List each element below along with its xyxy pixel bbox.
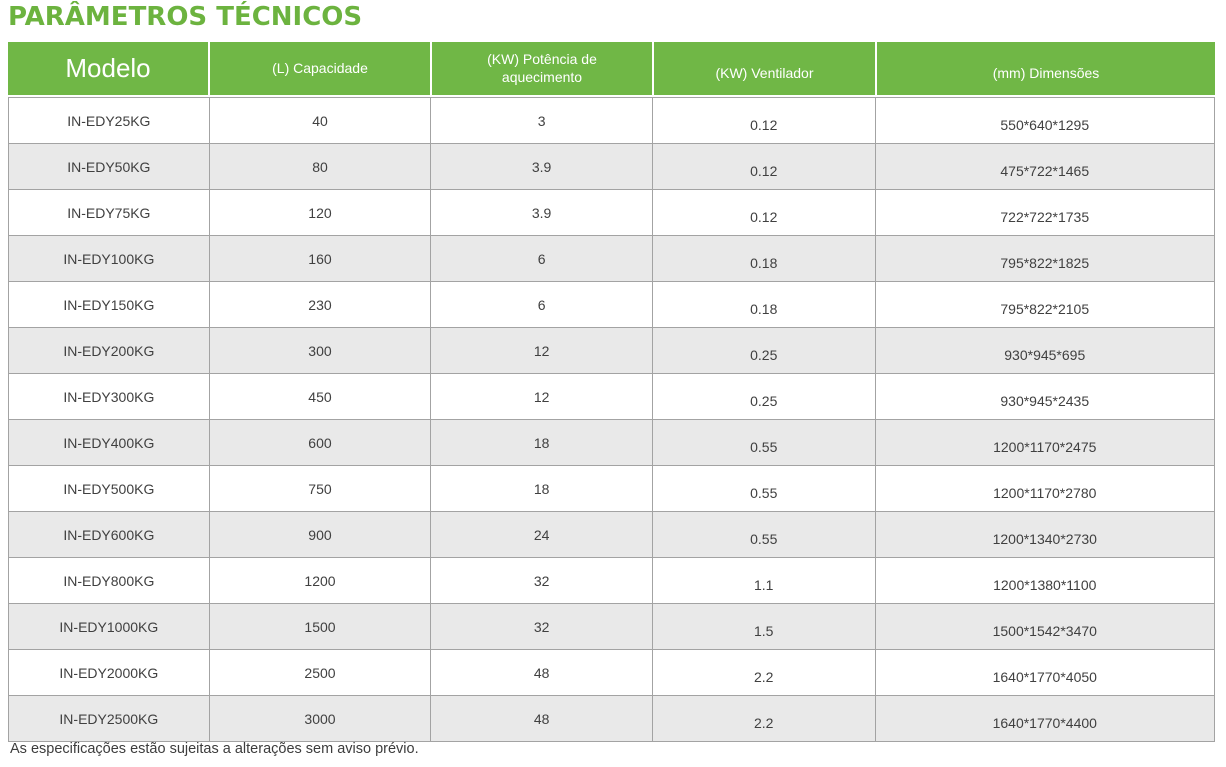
cell-capacidade: 900 <box>208 512 431 557</box>
cell-potencia: 6 <box>430 236 652 281</box>
cell-modelo: IN-EDY150KG <box>63 296 155 313</box>
technical-parameters-table: Modelo (L) Capacidade (KW) Potência de a… <box>8 42 1215 742</box>
cell-ventilador: 0.18 <box>651 282 875 327</box>
cell-potencia: 32 <box>430 604 652 649</box>
cell-potencia: 48 <box>430 696 652 741</box>
cell-capacidade: 160 <box>208 236 431 281</box>
cell-potencia: 32 <box>430 558 652 603</box>
table-body: IN-EDY25KG 40 3 0.12 550*640*1295 IN-EDY… <box>8 97 1215 742</box>
table-row: IN-EDY50KG 80 3.9 0.12 475*722*1465 <box>9 143 1214 189</box>
cell-dimensoes: 1200*1170*2780 <box>874 466 1214 511</box>
column-header-modelo: Modelo <box>65 53 151 84</box>
column-header-dimensoes: (mm) Dimensões <box>875 42 1215 95</box>
cell-capacidade: 1200 <box>208 558 431 603</box>
cell-dimensoes: 1200*1340*2730 <box>874 512 1214 557</box>
column-header-capacidade: (L) Capacidade <box>208 42 430 95</box>
cell-modelo: IN-EDY100KG <box>63 250 155 267</box>
table-row: IN-EDY600KG 900 24 0.55 1200*1340*2730 <box>9 511 1214 557</box>
cell-dimensoes: 930*945*695 <box>874 328 1214 373</box>
cell-potencia: 3.9 <box>430 190 652 235</box>
table-row: IN-EDY2500KG 3000 48 2.2 1640*1770*4400 <box>9 695 1214 741</box>
table-row: IN-EDY300KG 450 12 0.25 930*945*2435 <box>9 373 1214 419</box>
table-row: IN-EDY500KG 750 18 0.55 1200*1170*2780 <box>9 465 1214 511</box>
cell-dimensoes: 722*722*1735 <box>874 190 1214 235</box>
cell-modelo: IN-EDY1000KG <box>59 618 159 635</box>
cell-capacidade: 3000 <box>208 696 431 741</box>
table-header-row: Modelo (L) Capacidade (KW) Potência de a… <box>8 42 1215 95</box>
table-row: IN-EDY800KG 1200 32 1.1 1200*1380*1100 <box>9 557 1214 603</box>
column-header-ventilador: (KW) Ventilador <box>652 42 875 95</box>
cell-dimensoes: 795*822*2105 <box>874 282 1214 327</box>
cell-ventilador: 1.1 <box>651 558 875 603</box>
cell-capacidade: 300 <box>208 328 431 373</box>
cell-modelo: IN-EDY800KG <box>63 572 155 589</box>
cell-modelo: IN-EDY2500KG <box>59 710 159 727</box>
table-row: IN-EDY100KG 160 6 0.18 795*822*1825 <box>9 235 1214 281</box>
table-row: IN-EDY2000KG 2500 48 2.2 1640*1770*4050 <box>9 649 1214 695</box>
cell-modelo: IN-EDY25KG <box>67 112 151 129</box>
page-title: PARÂMETROS TÉCNICOS <box>8 2 363 32</box>
cell-modelo: IN-EDY200KG <box>63 342 155 359</box>
cell-capacidade: 2500 <box>208 650 431 695</box>
footnote: As especificações estão sujeitas a alter… <box>10 741 419 757</box>
cell-ventilador: 0.18 <box>651 236 875 281</box>
cell-ventilador: 0.12 <box>651 144 875 189</box>
table-row: IN-EDY25KG 40 3 0.12 550*640*1295 <box>9 98 1214 143</box>
cell-dimensoes: 475*722*1465 <box>874 144 1214 189</box>
cell-potencia: 24 <box>430 512 652 557</box>
cell-potencia: 48 <box>430 650 652 695</box>
cell-dimensoes: 1200*1380*1100 <box>874 558 1214 603</box>
cell-potencia: 6 <box>430 282 652 327</box>
cell-modelo: IN-EDY300KG <box>63 388 155 405</box>
cell-dimensoes: 795*822*1825 <box>874 236 1214 281</box>
cell-dimensoes: 550*640*1295 <box>874 98 1214 143</box>
cell-potencia: 18 <box>430 466 652 511</box>
cell-capacidade: 1500 <box>208 604 431 649</box>
cell-capacidade: 230 <box>208 282 431 327</box>
cell-capacidade: 750 <box>208 466 431 511</box>
cell-potencia: 18 <box>430 420 652 465</box>
cell-capacidade: 80 <box>208 144 431 189</box>
cell-modelo: IN-EDY400KG <box>63 434 155 451</box>
cell-potencia: 12 <box>430 328 652 373</box>
cell-potencia: 12 <box>430 374 652 419</box>
table-row: IN-EDY1000KG 1500 32 1.5 1500*1542*3470 <box>9 603 1214 649</box>
cell-capacidade: 40 <box>208 98 431 143</box>
cell-ventilador: 1.5 <box>651 604 875 649</box>
cell-modelo: IN-EDY500KG <box>63 480 155 497</box>
cell-capacidade: 450 <box>208 374 431 419</box>
cell-modelo: IN-EDY600KG <box>63 526 155 543</box>
table-row: IN-EDY400KG 600 18 0.55 1200*1170*2475 <box>9 419 1214 465</box>
cell-potencia: 3 <box>430 98 652 143</box>
cell-ventilador: 0.55 <box>651 512 875 557</box>
cell-ventilador: 0.12 <box>651 190 875 235</box>
column-header-potencia: (KW) Potência de aquecimento <box>430 42 652 95</box>
cell-capacidade: 120 <box>208 190 431 235</box>
cell-ventilador: 2.2 <box>651 650 875 695</box>
cell-ventilador: 2.2 <box>651 696 875 741</box>
cell-potencia: 3.9 <box>430 144 652 189</box>
cell-dimensoes: 1640*1770*4400 <box>874 696 1214 741</box>
cell-modelo: IN-EDY50KG <box>67 158 151 175</box>
cell-ventilador: 0.25 <box>651 328 875 373</box>
cell-ventilador: 0.55 <box>651 420 875 465</box>
cell-dimensoes: 1640*1770*4050 <box>874 650 1214 695</box>
table-row: IN-EDY75KG 120 3.9 0.12 722*722*1735 <box>9 189 1214 235</box>
table-row: IN-EDY200KG 300 12 0.25 930*945*695 <box>9 327 1214 373</box>
cell-modelo: IN-EDY2000KG <box>59 664 159 681</box>
table-row: IN-EDY150KG 230 6 0.18 795*822*2105 <box>9 281 1214 327</box>
cell-dimensoes: 1500*1542*3470 <box>874 604 1214 649</box>
cell-ventilador: 0.25 <box>651 374 875 419</box>
cell-dimensoes: 930*945*2435 <box>874 374 1214 419</box>
cell-ventilador: 0.12 <box>651 98 875 143</box>
cell-capacidade: 600 <box>208 420 431 465</box>
cell-ventilador: 0.55 <box>651 466 875 511</box>
cell-dimensoes: 1200*1170*2475 <box>874 420 1214 465</box>
cell-modelo: IN-EDY75KG <box>67 204 151 221</box>
